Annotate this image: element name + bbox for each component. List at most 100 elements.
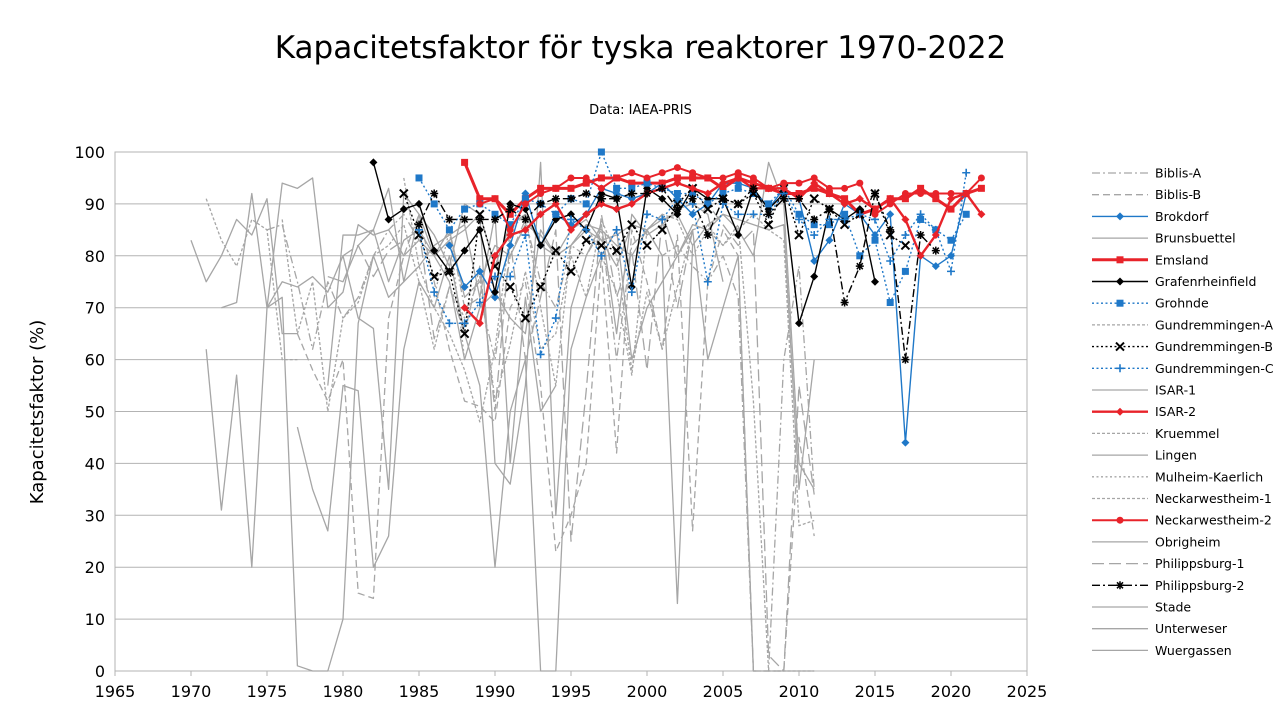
data-point — [703, 189, 712, 198]
data-point — [856, 179, 864, 187]
data-point — [658, 179, 666, 187]
data-point — [947, 205, 955, 213]
data-point — [673, 194, 682, 203]
data-point — [795, 179, 803, 187]
data-point — [825, 189, 834, 198]
legend-item-gundremmingen-a: Gundremmingen-A — [1092, 317, 1274, 332]
data-point — [810, 256, 819, 265]
data-point — [719, 190, 727, 198]
legend-item-neckarwestheim-2: Neckarwestheim-2 — [1092, 513, 1272, 528]
data-point — [703, 204, 713, 214]
series-obrigheim — [205, 161, 724, 568]
data-point — [901, 190, 909, 198]
data-point — [886, 200, 894, 208]
x-tick-label: 1975 — [247, 682, 288, 701]
data-point — [552, 210, 560, 218]
data-point — [841, 195, 849, 203]
data-point — [763, 219, 774, 230]
data-point — [505, 282, 515, 292]
data-point — [734, 210, 743, 219]
legend-label: Gundremmingen-A — [1155, 317, 1274, 332]
legend-marker — [1116, 299, 1124, 307]
y-tick-label: 60 — [85, 351, 105, 370]
data-point — [871, 236, 879, 244]
data-point — [491, 251, 499, 260]
data-point — [613, 184, 621, 192]
data-point — [491, 195, 499, 203]
data-point — [567, 184, 575, 192]
data-point — [657, 225, 667, 235]
y-tick-label: 0 — [95, 662, 105, 681]
data-point — [430, 246, 439, 255]
data-point — [582, 174, 590, 182]
data-point — [506, 231, 515, 240]
y-tick-label: 20 — [85, 558, 105, 577]
data-point — [643, 189, 651, 198]
data-point — [475, 319, 484, 328]
data-point — [415, 174, 423, 182]
data-point — [567, 215, 575, 224]
data-point — [947, 251, 955, 260]
series-line-neckarwestheim-1 — [281, 213, 815, 527]
data-point — [459, 328, 470, 339]
data-point — [628, 169, 636, 177]
data-point — [643, 179, 651, 187]
data-point — [840, 199, 849, 208]
legend-item-stade: Stade — [1092, 600, 1191, 615]
data-point — [719, 194, 727, 203]
data-point — [658, 215, 667, 224]
series-line-stade — [221, 177, 694, 605]
series-philippsburg-2 — [415, 184, 940, 364]
data-point — [551, 199, 560, 208]
series-line-grafenrheinfield — [372, 162, 876, 324]
data-point — [521, 195, 529, 203]
series-line-neckarwestheim-2 — [479, 166, 983, 231]
series-biblis-b — [296, 213, 815, 672]
data-point — [962, 210, 970, 218]
data-point — [795, 215, 803, 224]
data-point — [460, 215, 469, 224]
data-point — [384, 215, 393, 224]
data-point — [719, 174, 727, 182]
data-point — [506, 226, 514, 234]
y-tick-label: 40 — [85, 454, 105, 473]
legend-marker — [1116, 277, 1124, 286]
x-tick-label: 2000 — [627, 682, 668, 701]
data-point — [871, 210, 879, 218]
data-point — [977, 210, 986, 219]
data-point — [840, 215, 849, 224]
data-point — [460, 303, 469, 312]
data-point — [414, 230, 424, 240]
data-point — [445, 241, 454, 250]
data-point — [688, 194, 697, 203]
data-point — [932, 195, 940, 203]
data-point — [780, 179, 788, 187]
series-isar-2 — [460, 173, 986, 328]
data-point — [810, 231, 819, 240]
data-point — [886, 210, 895, 219]
data-point — [779, 194, 788, 203]
data-point — [461, 205, 469, 213]
data-point — [704, 174, 712, 182]
data-point — [689, 174, 697, 182]
legend-item-kruemmel: Kruemmel — [1092, 426, 1219, 441]
legend-label: Biblis-B — [1155, 187, 1201, 202]
legend-label: Lingen — [1155, 448, 1197, 463]
data-point — [567, 225, 575, 234]
data-point — [932, 190, 940, 198]
data-point — [765, 184, 773, 192]
data-point — [597, 189, 606, 198]
data-point — [551, 245, 561, 256]
x-tick-label: 1990 — [475, 682, 516, 701]
legend-marker — [1116, 581, 1124, 590]
data-point — [627, 199, 636, 208]
data-point — [795, 210, 803, 218]
series-line-biblis-b — [296, 213, 815, 672]
data-point — [810, 215, 819, 224]
data-point — [399, 188, 409, 199]
data-point — [703, 231, 712, 240]
axes: 0 10 20 30 40 50 60 70 80 90 100 1965 1970 1975 1980 19… — [74, 143, 1047, 701]
x-tick-label: 2005 — [703, 682, 744, 701]
series-brunsbuettel — [296, 229, 815, 672]
